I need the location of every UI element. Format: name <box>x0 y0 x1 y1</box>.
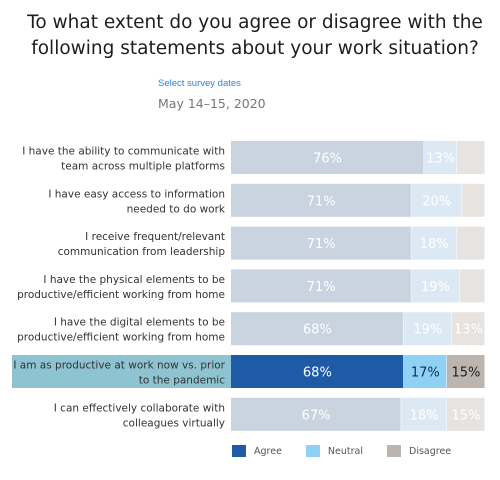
legend-swatch-disagree <box>387 445 401 457</box>
bar-disagree[interactable] <box>446 397 485 431</box>
legend-label-neutral: Neutral <box>327 445 363 457</box>
category-label-line: to the pandemic <box>139 375 225 387</box>
category-label-line: I have the physical elements to be <box>43 274 225 286</box>
survey-date-range: May 14–15, 2020 <box>158 96 266 111</box>
data-label-agree: 68% <box>303 323 332 338</box>
data-label-agree: 68% <box>303 366 332 381</box>
bar-agree[interactable] <box>231 183 411 217</box>
category-label: I have the ability to communicate with te… <box>22 146 225 173</box>
bar-disagree[interactable] <box>457 141 485 174</box>
category-label: I have easy access to information needed … <box>48 188 226 215</box>
data-label-neutral: 20% <box>422 194 451 209</box>
category-label: I receive frequent/relevant communication… <box>58 231 226 258</box>
bar-agree[interactable] <box>231 397 401 431</box>
category-label: I can effectively collaborate with collea… <box>54 402 225 429</box>
category-label-line: colleagues virtually <box>123 417 225 429</box>
category-label-line: I am as productive at work now vs. prior <box>13 360 225 372</box>
data-label-neutral: 19% <box>421 280 450 295</box>
bar-agree[interactable] <box>231 226 411 260</box>
bar-neutral[interactable] <box>403 355 447 388</box>
bar-disagree[interactable] <box>457 226 485 260</box>
category-label-line: communication from leadership <box>58 246 226 258</box>
category-label-line: productive/efficient working from home <box>17 289 225 301</box>
data-label-neutral: 17% <box>411 366 440 381</box>
data-label-disagree: 13% <box>454 323 483 338</box>
data-label-disagree: 15% <box>451 366 480 381</box>
bar-agree[interactable] <box>231 312 404 346</box>
data-label-agree: 71% <box>307 194 336 209</box>
bar-neutral[interactable] <box>401 397 447 431</box>
bar-neutral[interactable] <box>411 183 462 217</box>
bar-agree[interactable] <box>231 269 411 303</box>
chart-title-line-1: To what extent do you agree or disagree … <box>27 12 483 33</box>
data-label-agree: 67% <box>302 408 331 423</box>
chart-title-line-2: following statements about your work sit… <box>31 38 479 59</box>
bar-neutral[interactable] <box>424 141 457 174</box>
chart-legend: Agree Neutral Disagree <box>232 445 475 457</box>
bar-agree[interactable] <box>231 355 404 388</box>
category-label-line: I have the ability to communicate with <box>22 146 225 158</box>
category-label-line: productive/efficient working from home <box>17 332 225 344</box>
bar-disagree[interactable] <box>462 183 485 217</box>
legend-item-disagree[interactable]: Disagree <box>387 445 451 457</box>
data-label-disagree: 15% <box>451 408 480 423</box>
legend-label-disagree: Disagree <box>409 445 452 457</box>
legend-swatch-neutral <box>305 445 320 457</box>
category-label: I am as productive at work now vs. prior… <box>13 360 225 387</box>
bar-disagree[interactable] <box>451 312 485 346</box>
category-label: I have the digital elements to be product… <box>17 317 225 344</box>
data-label-neutral: 18% <box>410 408 439 423</box>
bar-disagree[interactable] <box>446 355 485 388</box>
bar-disagree[interactable] <box>459 269 485 303</box>
data-label-neutral: 19% <box>413 323 442 338</box>
highlighted-row-background <box>12 355 231 388</box>
data-label-agree: 71% <box>307 280 336 295</box>
legend-label-agree: Agree <box>254 445 282 457</box>
select-survey-dates-link[interactable]: Select survey dates <box>158 78 241 89</box>
data-label-neutral: 13% <box>426 152 455 167</box>
bar-agree[interactable] <box>231 141 424 174</box>
category-label-line: I can effectively collaborate with <box>54 402 225 414</box>
bar-neutral[interactable] <box>411 269 460 303</box>
legend-swatch-agree <box>232 445 246 457</box>
legend-item-neutral[interactable]: Neutral <box>305 445 363 457</box>
category-label-line: team across multiple platforms <box>61 161 225 173</box>
category-label-line: I have easy access to information <box>48 188 225 200</box>
category-label-line: I receive frequent/relevant <box>85 231 225 243</box>
category-label-line: needed to do work <box>127 203 226 215</box>
chart-title: To what extent do you agree or disagree … <box>20 10 490 62</box>
bar-neutral[interactable] <box>411 226 457 260</box>
category-label: I have the physical elements to be produc… <box>17 274 225 301</box>
data-label-agree: 71% <box>307 237 336 252</box>
category-label-line: I have the digital elements to be <box>54 317 225 329</box>
data-label-agree: 76% <box>313 152 342 167</box>
data-label-neutral: 18% <box>420 237 449 252</box>
bar-neutral[interactable] <box>403 312 452 346</box>
legend-item-agree[interactable]: Agree <box>232 445 282 457</box>
